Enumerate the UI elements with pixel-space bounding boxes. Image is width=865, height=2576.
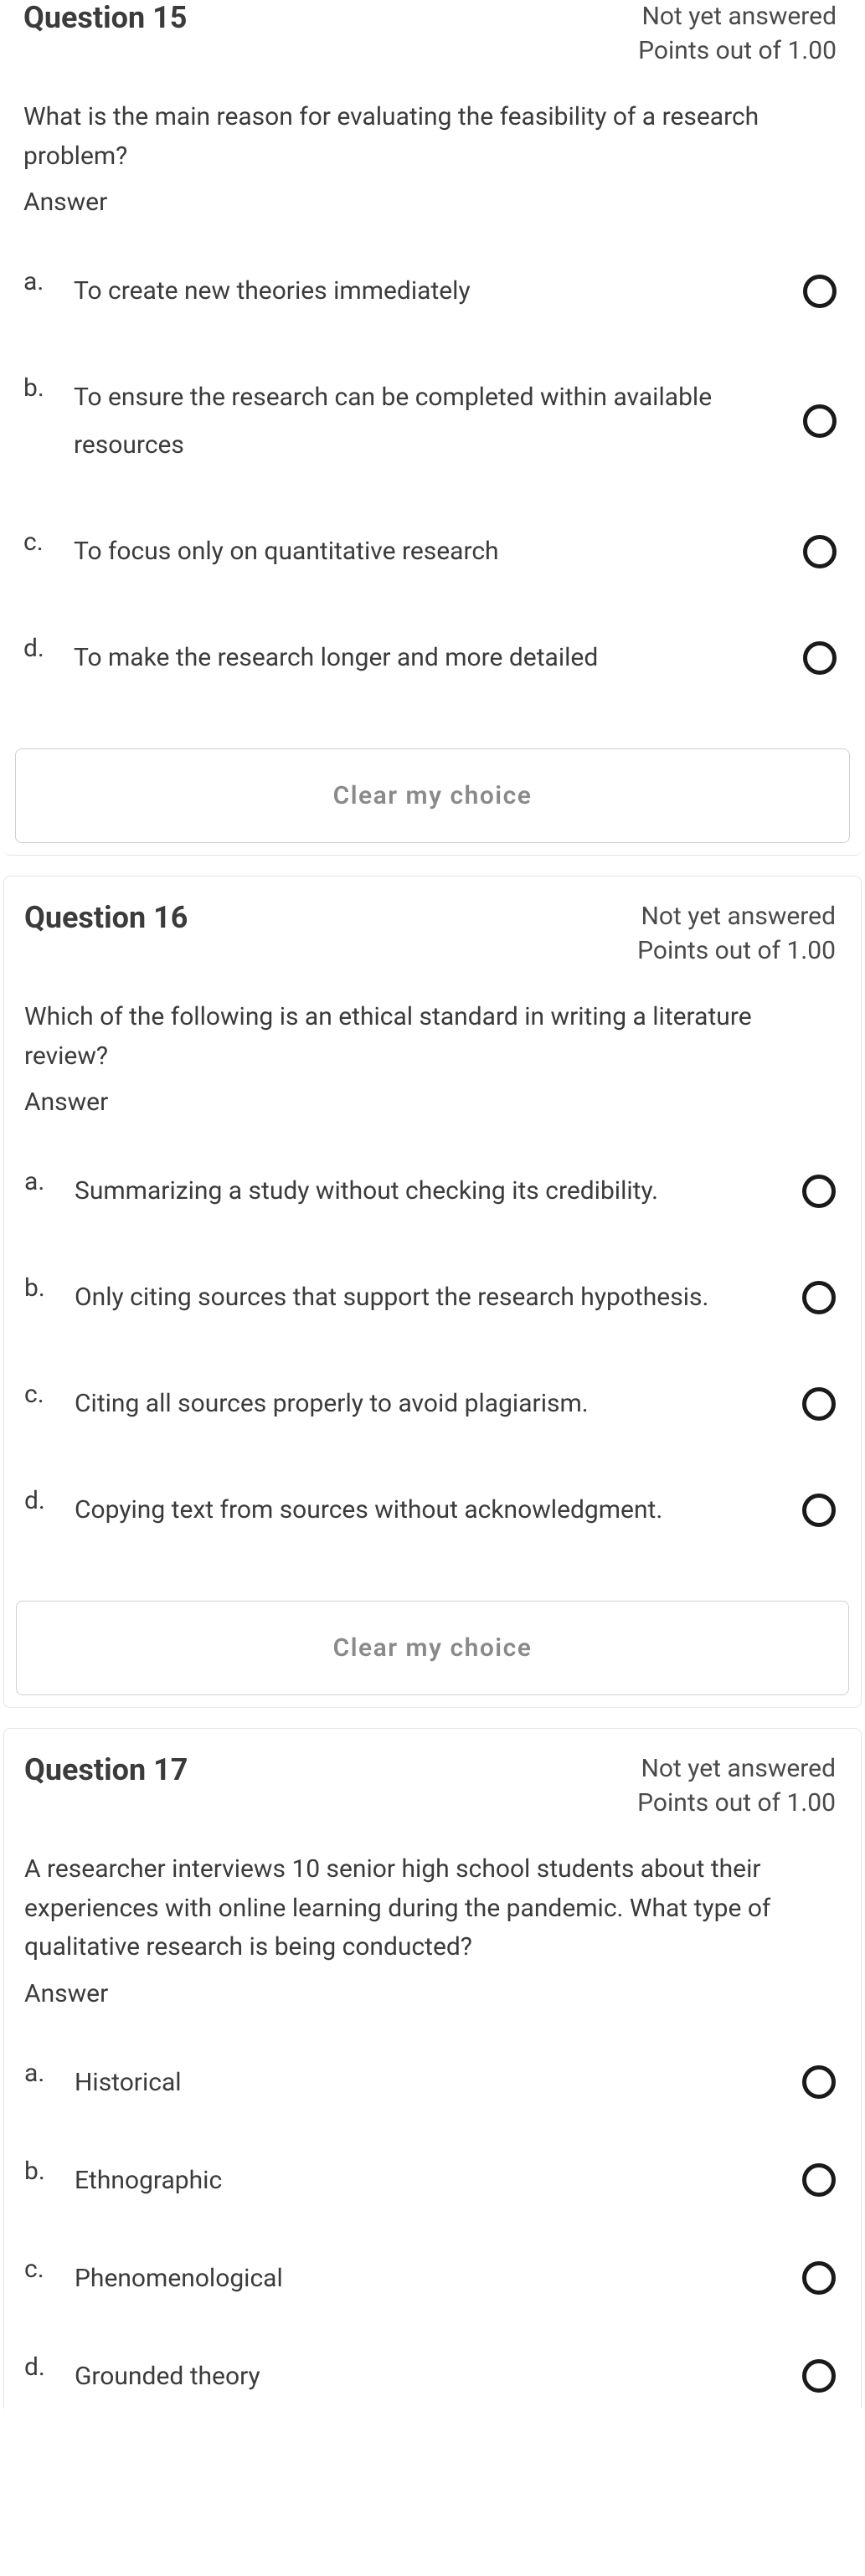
option-row[interactable]: d. To make the research longer and more … — [23, 634, 837, 681]
radio-icon[interactable] — [803, 404, 837, 438]
option-text: Only citing sources that support the res… — [75, 1273, 708, 1321]
option-letter: c. — [23, 527, 55, 557]
option-letter: d. — [24, 1486, 56, 1515]
question-points: Points out of 1.00 — [637, 934, 836, 969]
question-header: Question 17 Not yet answered Points out … — [4, 1729, 861, 1835]
option-letter: c. — [24, 2255, 56, 2284]
option-row[interactable]: c. Citing all sources properly to avoid … — [24, 1380, 836, 1427]
question-number: Question 17 — [24, 1752, 188, 1787]
answer-label: Answer — [24, 1087, 836, 1117]
question-card-17: Question 17 Not yet answered Points out … — [3, 1728, 862, 2409]
option-text: To create new theories immediately — [74, 267, 471, 315]
radio-icon[interactable] — [802, 2359, 836, 2393]
radio-icon[interactable] — [803, 641, 837, 675]
option-text: To focus only on quantitative research — [74, 527, 499, 575]
radio-icon[interactable] — [802, 1494, 836, 1527]
question-body: Which of the following is an ethical sta… — [4, 983, 861, 1125]
question-prompt: A researcher interviews 10 senior high s… — [24, 1850, 836, 1967]
option-letter: c. — [24, 1380, 56, 1409]
question-body: What is the main reason for evaluating t… — [3, 83, 862, 225]
radio-icon[interactable] — [802, 1281, 836, 1314]
clear-choice-button[interactable]: Clear my choice — [15, 748, 850, 843]
option-row[interactable]: a. To create new theories immediately — [23, 267, 837, 315]
option-content: b. Ethnographic — [24, 2157, 802, 2204]
radio-icon[interactable] — [803, 535, 837, 568]
radio-icon[interactable] — [802, 2261, 836, 2295]
option-text: Summarizing a study without checking its… — [75, 1167, 658, 1215]
option-letter: d. — [23, 634, 55, 663]
option-text: Historical — [75, 2059, 182, 2106]
question-points: Points out of 1.00 — [637, 1787, 836, 1821]
option-content: c. Citing all sources properly to avoid … — [24, 1380, 802, 1427]
option-letter: a. — [24, 1167, 56, 1196]
question-points: Points out of 1.00 — [638, 34, 837, 69]
option-row[interactable]: a. Historical — [24, 2059, 836, 2106]
option-row[interactable]: b. To ensure the research can be complet… — [23, 373, 837, 469]
answer-label: Answer — [23, 188, 837, 217]
options-list: a. To create new theories immediately b.… — [3, 225, 862, 740]
option-letter: b. — [24, 1273, 56, 1303]
question-status-block: Not yet answered Points out of 1.00 — [638, 0, 837, 68]
option-row[interactable]: a. Summarizing a study without checking … — [24, 1167, 836, 1215]
option-letter: b. — [24, 2157, 56, 2186]
question-body: A researcher interviews 10 senior high s… — [4, 1835, 861, 2017]
option-letter: b. — [23, 373, 55, 403]
option-text: Grounded theory — [75, 2352, 260, 2400]
option-content: b. To ensure the research can be complet… — [23, 373, 803, 469]
option-text: To make the research longer and more det… — [74, 634, 598, 681]
option-text: To ensure the research can be completed … — [74, 373, 778, 469]
option-content: a. To create new theories immediately — [23, 267, 803, 315]
option-text: Citing all sources properly to avoid pla… — [75, 1380, 589, 1427]
question-header: Question 15 Not yet answered Points out … — [3, 0, 862, 83]
question-number: Question 15 — [23, 0, 187, 35]
radio-icon[interactable] — [803, 275, 837, 308]
radio-icon[interactable] — [802, 2065, 836, 2099]
radio-icon[interactable] — [802, 1387, 836, 1421]
option-content: d. To make the research longer and more … — [23, 634, 803, 681]
radio-icon[interactable] — [802, 2163, 836, 2197]
option-text: Phenomenological — [75, 2255, 283, 2302]
question-prompt: What is the main reason for evaluating t… — [23, 98, 837, 176]
option-letter: d. — [24, 2352, 56, 2382]
option-text: Ethnographic — [75, 2157, 222, 2204]
option-content: a. Summarizing a study without checking … — [24, 1167, 802, 1215]
option-content: b. Only citing sources that support the … — [24, 1273, 802, 1321]
question-status: Not yet answered — [637, 1752, 836, 1787]
option-content: c. Phenomenological — [24, 2255, 802, 2302]
question-status-block: Not yet answered Points out of 1.00 — [637, 1752, 836, 1820]
option-letter: a. — [23, 267, 55, 296]
question-status: Not yet answered — [638, 0, 837, 34]
question-header: Question 16 Not yet answered Points out … — [4, 877, 861, 983]
clear-choice-button[interactable]: Clear my choice — [16, 1601, 849, 1695]
option-row[interactable]: b. Only citing sources that support the … — [24, 1273, 836, 1321]
options-list: a. Historical b. Ethnographic c. Phenome… — [4, 2017, 861, 2400]
option-content: d. Grounded theory — [24, 2352, 802, 2400]
option-content: d. Copying text from sources without ack… — [24, 1486, 802, 1534]
option-row[interactable]: b. Ethnographic — [24, 2157, 836, 2204]
option-content: c. To focus only on quantitative researc… — [23, 527, 803, 575]
option-row[interactable]: c. To focus only on quantitative researc… — [23, 527, 837, 575]
option-letter: a. — [24, 2059, 56, 2088]
question-status: Not yet answered — [637, 900, 836, 934]
option-content: a. Historical — [24, 2059, 802, 2106]
option-row[interactable]: c. Phenomenological — [24, 2255, 836, 2302]
answer-label: Answer — [24, 1979, 836, 2008]
option-text: Copying text from sources without acknow… — [75, 1486, 662, 1534]
option-row[interactable]: d. Grounded theory — [24, 2352, 836, 2400]
radio-icon[interactable] — [802, 1175, 836, 1208]
options-list: a. Summarizing a study without checking … — [4, 1125, 861, 1592]
option-row[interactable]: d. Copying text from sources without ack… — [24, 1486, 836, 1534]
question-card-15: Question 15 Not yet answered Points out … — [3, 0, 862, 856]
question-number: Question 16 — [24, 900, 188, 935]
question-status-block: Not yet answered Points out of 1.00 — [637, 900, 836, 968]
question-prompt: Which of the following is an ethical sta… — [24, 998, 836, 1076]
question-card-16: Question 16 Not yet answered Points out … — [3, 876, 862, 1708]
